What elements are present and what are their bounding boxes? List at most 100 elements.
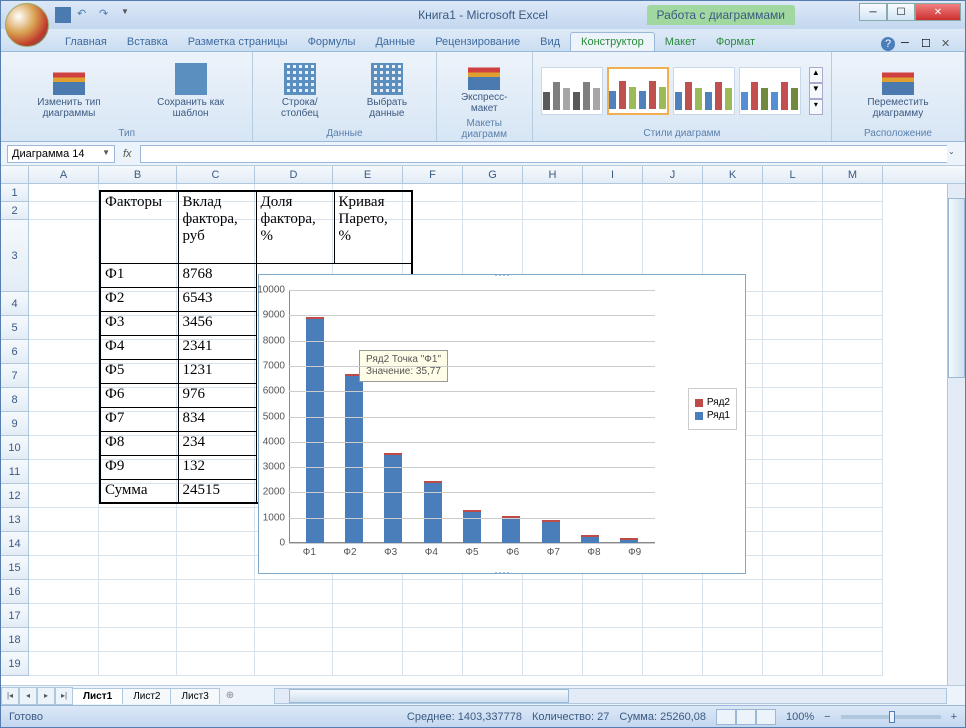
worksheet-grid[interactable]: ABCDEFGHIJKLM 12345678910111213141516171… (1, 166, 965, 685)
row-header-19[interactable]: 19 (1, 652, 29, 676)
row-header-13[interactable]: 13 (1, 508, 29, 532)
row-header-10[interactable]: 10 (1, 436, 29, 460)
chart-plot-area[interactable]: Ряд2 Точка "Ф1"Значение: 35,77 010002000… (289, 290, 655, 543)
gallery-up-icon[interactable]: ▲ (809, 67, 823, 83)
zoom-slider[interactable] (841, 715, 941, 719)
col-header-F[interactable]: F (403, 166, 463, 183)
chart-bar[interactable] (502, 518, 520, 543)
row-header-7[interactable]: 7 (1, 364, 29, 388)
next-sheet-icon[interactable]: ▸ (37, 687, 55, 705)
close-button[interactable]: ✕ (915, 3, 961, 21)
tab-Главная[interactable]: Главная (55, 33, 117, 51)
close-workbook-icon[interactable]: ✕ (941, 37, 955, 51)
formula-input[interactable] (140, 145, 947, 163)
tab-Разметка страницы[interactable]: Разметка страницы (178, 33, 298, 51)
sheet-tab-Лист2[interactable]: Лист2 (122, 688, 171, 704)
gallery-down-icon[interactable]: ▼ (809, 83, 823, 99)
row-header-15[interactable]: 15 (1, 556, 29, 580)
row-header-1[interactable]: 1 (1, 184, 29, 202)
save-template-button[interactable]: Сохранить как шаблон (137, 61, 244, 121)
zoom-level[interactable]: 100% (786, 711, 814, 723)
select-all-corner[interactable] (1, 166, 29, 183)
row-header-17[interactable]: 17 (1, 604, 29, 628)
fx-icon[interactable]: fx (115, 148, 140, 160)
row-header-8[interactable]: 8 (1, 388, 29, 412)
col-header-J[interactable]: J (643, 166, 703, 183)
first-sheet-icon[interactable]: |◂ (1, 687, 19, 705)
last-sheet-icon[interactable]: ▸| (55, 687, 73, 705)
row-header-16[interactable]: 16 (1, 580, 29, 604)
chart-legend[interactable]: Ряд2 Ряд1 (688, 388, 737, 430)
qat-dropdown-icon[interactable]: ▼ (121, 7, 137, 23)
zoom-out-icon[interactable]: − (824, 711, 830, 723)
row-header-14[interactable]: 14 (1, 532, 29, 556)
tab-Формат[interactable]: Формат (706, 33, 765, 51)
move-chart-button[interactable]: Переместить диаграмму (840, 61, 956, 121)
chart-bar[interactable] (384, 455, 402, 543)
chart-bar[interactable] (463, 512, 481, 543)
embedded-chart[interactable]: Ряд2 Точка "Ф1"Значение: 35,77 010002000… (258, 274, 746, 574)
help-icon[interactable]: ? (881, 37, 895, 51)
sheet-tab-Лист1[interactable]: Лист1 (72, 688, 123, 704)
gallery-more-icon[interactable]: ▾ (809, 99, 823, 115)
normal-view-icon[interactable] (716, 709, 736, 725)
page-layout-view-icon[interactable] (736, 709, 756, 725)
restore-window-icon[interactable]: ☐ (921, 37, 935, 51)
row-header-18[interactable]: 18 (1, 628, 29, 652)
insert-sheet-icon[interactable]: ⊕ (226, 690, 234, 701)
tab-Макет[interactable]: Макет (655, 33, 706, 51)
row-header-2[interactable]: 2 (1, 202, 29, 220)
legend-item[interactable]: Ряд1 (695, 410, 730, 421)
tab-Формулы[interactable]: Формулы (298, 33, 366, 51)
office-button[interactable] (5, 3, 49, 47)
col-header-L[interactable]: L (763, 166, 823, 183)
col-header-C[interactable]: C (177, 166, 255, 183)
row-header-4[interactable]: 4 (1, 292, 29, 316)
col-header-K[interactable]: K (703, 166, 763, 183)
col-header-E[interactable]: E (333, 166, 403, 183)
row-header-5[interactable]: 5 (1, 316, 29, 340)
minimize-button[interactable]: ─ (859, 3, 887, 21)
tab-Конструктор[interactable]: Конструктор (570, 32, 655, 51)
row-header-11[interactable]: 11 (1, 460, 29, 484)
switch-row-col-button[interactable]: Строка/столбец (261, 61, 338, 121)
undo-icon[interactable]: ↶ (77, 7, 93, 23)
quick-layout-button[interactable]: Экспресс-макет (445, 56, 524, 116)
chart-style-0[interactable] (541, 67, 603, 115)
legend-item[interactable]: Ряд2 (695, 397, 730, 408)
minimize-ribbon-icon[interactable]: ─ (901, 37, 915, 51)
tab-Рецензирование[interactable]: Рецензирование (425, 33, 530, 51)
sheet-tab-Лист3[interactable]: Лист3 (170, 688, 219, 704)
chart-style-3[interactable] (739, 67, 801, 115)
page-break-view-icon[interactable] (756, 709, 776, 725)
col-header-A[interactable]: A (29, 166, 99, 183)
tab-Вставка[interactable]: Вставка (117, 33, 178, 51)
prev-sheet-icon[interactable]: ◂ (19, 687, 37, 705)
maximize-button[interactable]: ☐ (887, 3, 915, 21)
vertical-scrollbar[interactable] (947, 184, 965, 685)
select-data-button[interactable]: Выбрать данные (346, 61, 427, 121)
col-header-I[interactable]: I (583, 166, 643, 183)
row-header-12[interactable]: 12 (1, 484, 29, 508)
redo-icon[interactable]: ↷ (99, 7, 115, 23)
change-chart-type-button[interactable]: Изменить тип диаграммы (9, 61, 129, 121)
col-header-G[interactable]: G (463, 166, 523, 183)
row-header-3[interactable]: 3 (1, 220, 29, 292)
expand-formula-bar-icon[interactable]: ⌄ (948, 147, 962, 161)
chart-style-1[interactable] (607, 67, 669, 115)
col-header-D[interactable]: D (255, 166, 333, 183)
col-header-M[interactable]: M (823, 166, 883, 183)
col-header-H[interactable]: H (523, 166, 583, 183)
chart-bar[interactable] (306, 319, 324, 543)
horizontal-scrollbar[interactable] (274, 688, 947, 704)
chart-bar[interactable] (542, 522, 560, 543)
zoom-in-icon[interactable]: + (951, 711, 957, 723)
tab-Данные[interactable]: Данные (365, 33, 425, 51)
tab-Вид[interactable]: Вид (530, 33, 570, 51)
chart-style-2[interactable] (673, 67, 735, 115)
row-header-6[interactable]: 6 (1, 340, 29, 364)
name-box[interactable]: Диаграмма 14▼ (7, 145, 115, 163)
col-header-B[interactable]: B (99, 166, 177, 183)
row-header-9[interactable]: 9 (1, 412, 29, 436)
save-icon[interactable] (55, 7, 71, 23)
